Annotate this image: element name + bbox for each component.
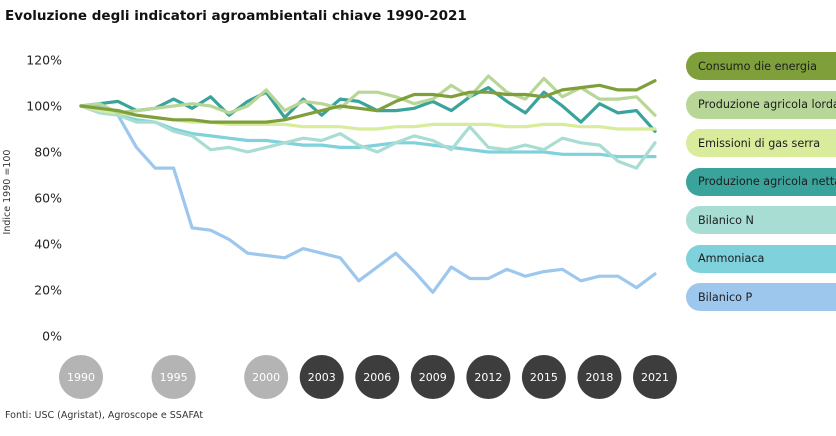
y-tick-label: 0% bbox=[42, 329, 62, 344]
y-tick-label: 120% bbox=[26, 53, 62, 68]
y-tick-label: 100% bbox=[26, 99, 62, 114]
x-tick-circle bbox=[59, 355, 103, 399]
series-line bbox=[79, 79, 657, 124]
legend-item: Ammoniaca bbox=[686, 244, 836, 273]
x-tick-label: 2012 bbox=[474, 371, 502, 384]
x-tick-circle bbox=[299, 355, 344, 399]
x-tick-circle bbox=[577, 355, 622, 399]
legend-item: Emissioni di gas serra bbox=[686, 129, 836, 157]
x-tick-circle bbox=[355, 355, 400, 399]
legend-item: Bilanico N bbox=[686, 206, 836, 234]
x-tick-circle bbox=[466, 355, 511, 399]
x-tick-label: 2003 bbox=[308, 371, 336, 384]
series-line bbox=[79, 104, 657, 294]
y-tick-label: 60% bbox=[34, 191, 62, 206]
y-axis-ticks: 0% 20% 40% 60% 80% 100% 120% bbox=[26, 53, 62, 344]
x-tick-label: 1990 bbox=[67, 371, 95, 384]
legend-item: Produzione agricola netta bbox=[686, 167, 836, 196]
y-tick-label: 20% bbox=[34, 283, 62, 298]
y-axis-label: Indice 1990 =100 bbox=[2, 150, 13, 235]
y-tick-label: 80% bbox=[34, 145, 62, 160]
x-tick-label: 2018 bbox=[585, 371, 613, 384]
x-tick-circle bbox=[151, 355, 196, 399]
x-tick-label: 2006 bbox=[363, 371, 391, 384]
x-tick-label: 2021 bbox=[641, 371, 669, 384]
legend: Consumo die energia Produzione agricola l… bbox=[686, 52, 836, 322]
series-line bbox=[79, 104, 657, 170]
chart-title: Evoluzione degli indicatori agroambienta… bbox=[5, 8, 467, 24]
x-tick-circle bbox=[521, 355, 566, 399]
x-tick-circle bbox=[244, 355, 289, 399]
series-lines bbox=[79, 74, 657, 294]
x-tick-circle bbox=[633, 355, 677, 399]
legend-item: Bilanico P bbox=[686, 283, 836, 311]
legend-item: Produzione agricola lorda bbox=[686, 90, 836, 119]
series-line bbox=[79, 74, 657, 117]
series-line bbox=[79, 104, 657, 159]
x-tick-label: 2009 bbox=[419, 371, 447, 384]
x-tick-label: 2015 bbox=[530, 371, 558, 384]
y-tick-label: 40% bbox=[34, 237, 62, 252]
x-axis-ticks: 1990 1995 2000 2003 2006 2009 2012 2015 2018 2021 bbox=[59, 355, 677, 399]
x-tick-label: 1995 bbox=[160, 371, 188, 384]
series-line bbox=[79, 85, 657, 133]
legend-item: Consumo die energia bbox=[686, 52, 836, 80]
y-axis-label-group: Indice 1990 =100 bbox=[2, 150, 13, 235]
x-tick-circle bbox=[410, 355, 455, 399]
x-tick-label: 2000 bbox=[252, 371, 280, 384]
source-note: Fonti: USC (Agristat), Agroscope e SSAFA… bbox=[5, 410, 204, 421]
